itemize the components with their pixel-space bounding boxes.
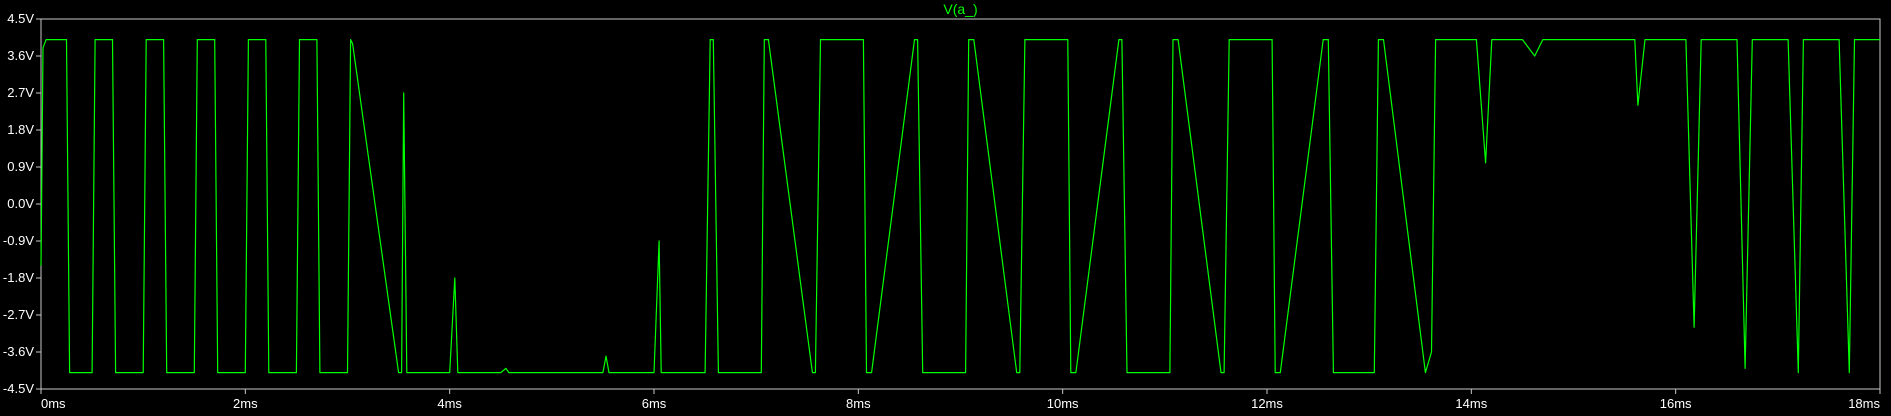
x-tick-label: 18ms	[1848, 396, 1880, 411]
y-tick-label: 3.6V	[7, 48, 34, 63]
y-tick-label: 0.9V	[7, 159, 34, 174]
x-tick-label: 6ms	[642, 396, 667, 411]
y-tick-label: -4.5V	[3, 381, 34, 396]
traces	[40, 38, 1880, 374]
x-tick-label: 8ms	[846, 396, 871, 411]
y-tick-label: 2.7V	[7, 85, 34, 100]
y-tick-label: -2.7V	[3, 307, 34, 322]
x-tick-label: 10ms	[1047, 396, 1079, 411]
y-tick-label: -1.8V	[3, 270, 34, 285]
y-tick-label: 1.8V	[7, 122, 34, 137]
x-axis: 0ms 2ms 4ms 6ms 8ms 10ms 12ms 14ms 16ms 18ms	[40, 389, 1881, 411]
x-tick-label: 12ms	[1251, 396, 1283, 411]
y-tick-label: 0.0V	[7, 196, 34, 211]
chart-title[interactable]: V(a_)	[943, 1, 977, 17]
y-axis: 4.5V 3.6V 2.7V 1.8V 0.9V 0.0V -0.9V -1.8V -2.7V -…	[3, 11, 41, 396]
series-line	[40, 38, 1880, 374]
x-tick-label: 4ms	[437, 396, 462, 411]
y-tick-label: 4.5V	[7, 11, 34, 26]
x-tick-label: 0ms	[41, 396, 66, 411]
y-tick-label: -0.9V	[3, 233, 34, 248]
x-tick-label: 2ms	[233, 396, 258, 411]
y-tick-label: -3.6V	[3, 344, 34, 359]
x-tick-label: 14ms	[1455, 396, 1487, 411]
x-tick-label: 16ms	[1660, 396, 1692, 411]
